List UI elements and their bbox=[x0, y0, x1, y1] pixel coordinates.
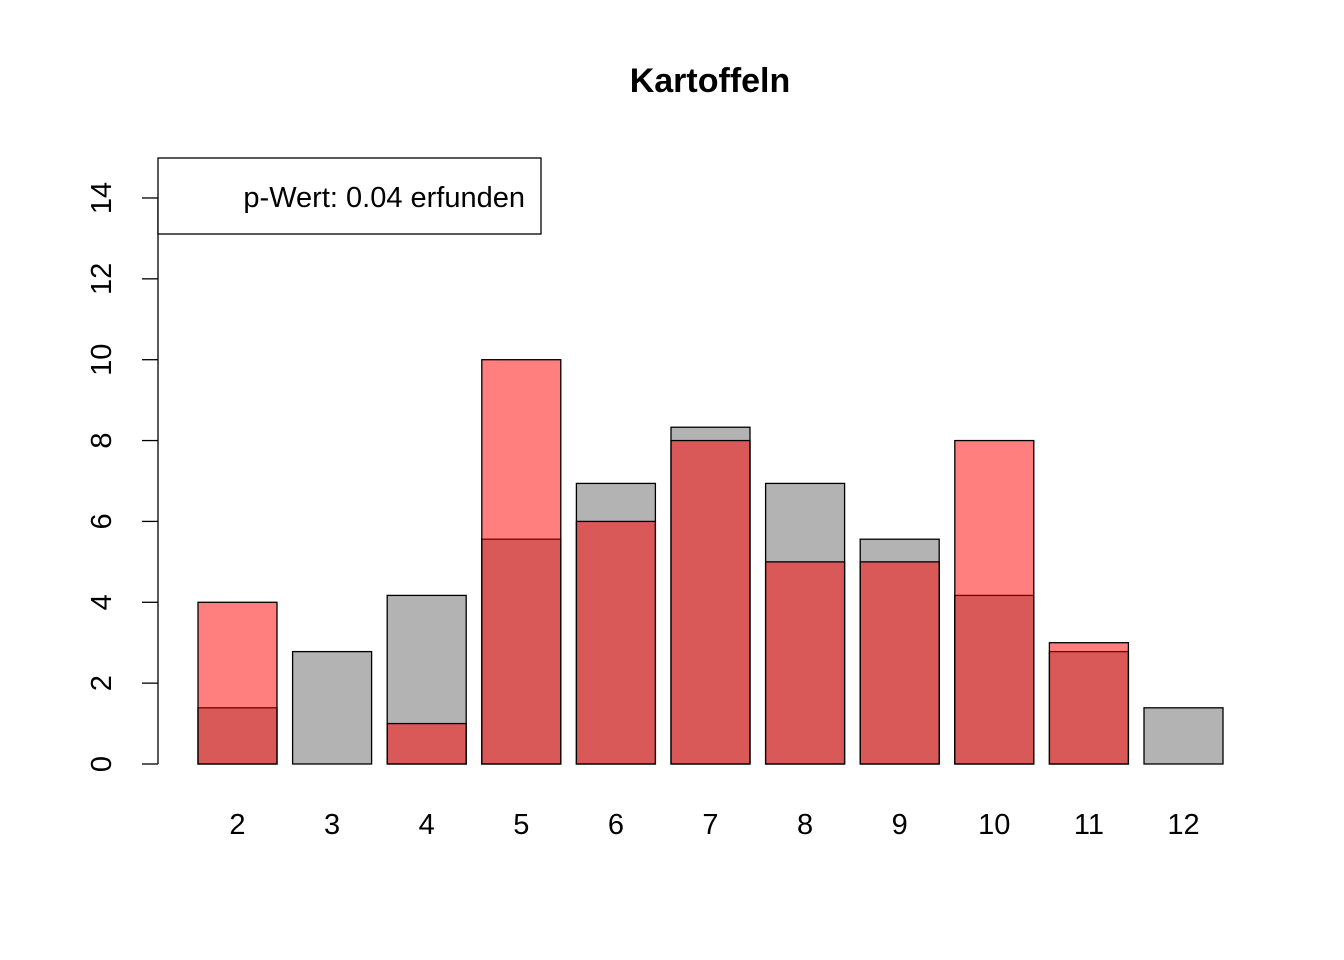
x-tick-label: 6 bbox=[608, 809, 624, 841]
bar-series-2-10 bbox=[954, 439, 1035, 765]
y-tick-label: 6 bbox=[86, 513, 118, 529]
y-tick-label: 12 bbox=[86, 263, 118, 295]
x-tick-label: 3 bbox=[324, 809, 340, 841]
x-tick-label: 5 bbox=[513, 809, 529, 841]
x-tick-label: 10 bbox=[978, 809, 1010, 841]
bar-series-2-7 bbox=[670, 439, 751, 765]
y-tick-label: 0 bbox=[86, 756, 118, 772]
x-tick-label: 8 bbox=[797, 809, 813, 841]
x-tick-label: 9 bbox=[892, 809, 908, 841]
legend: p-Wert: 0.04 erfunden bbox=[157, 157, 542, 235]
bar-series-2-8 bbox=[764, 561, 846, 765]
bars-series-2 bbox=[197, 359, 1130, 765]
bar-series-1-3 bbox=[291, 650, 373, 765]
y-tick-label: 8 bbox=[86, 432, 118, 448]
y-tick-label: 10 bbox=[86, 344, 118, 376]
legend-text: p-Wert: 0.04 erfunden bbox=[243, 182, 525, 214]
bar-series-1-12 bbox=[1143, 707, 1224, 765]
bar-series-2-9 bbox=[859, 561, 940, 765]
bar-series-2-11 bbox=[1048, 642, 1130, 765]
y-tick-label: 2 bbox=[86, 675, 118, 691]
legend-box bbox=[157, 157, 542, 235]
chart-title: Kartoffeln bbox=[630, 62, 791, 100]
x-tick-label: 12 bbox=[1167, 809, 1199, 841]
y-tick-label: 14 bbox=[86, 182, 118, 214]
bar-series-2-2 bbox=[197, 601, 278, 765]
bar-series-2-4 bbox=[386, 722, 467, 765]
x-tick-label: 2 bbox=[229, 809, 245, 841]
x-tick-label: 11 bbox=[1074, 809, 1104, 841]
bar-series-2-6 bbox=[575, 520, 657, 765]
bar-series-2-5 bbox=[481, 359, 562, 765]
x-axis-labels: 2 3 4 5 6 7 8 9 10 11 12 bbox=[229, 809, 1199, 841]
x-tick-label: 4 bbox=[419, 809, 435, 841]
y-axis: 0 2 4 6 8 10 12 14 bbox=[86, 182, 159, 772]
x-tick-label: 7 bbox=[702, 809, 718, 841]
y-tick-label: 4 bbox=[86, 594, 118, 610]
